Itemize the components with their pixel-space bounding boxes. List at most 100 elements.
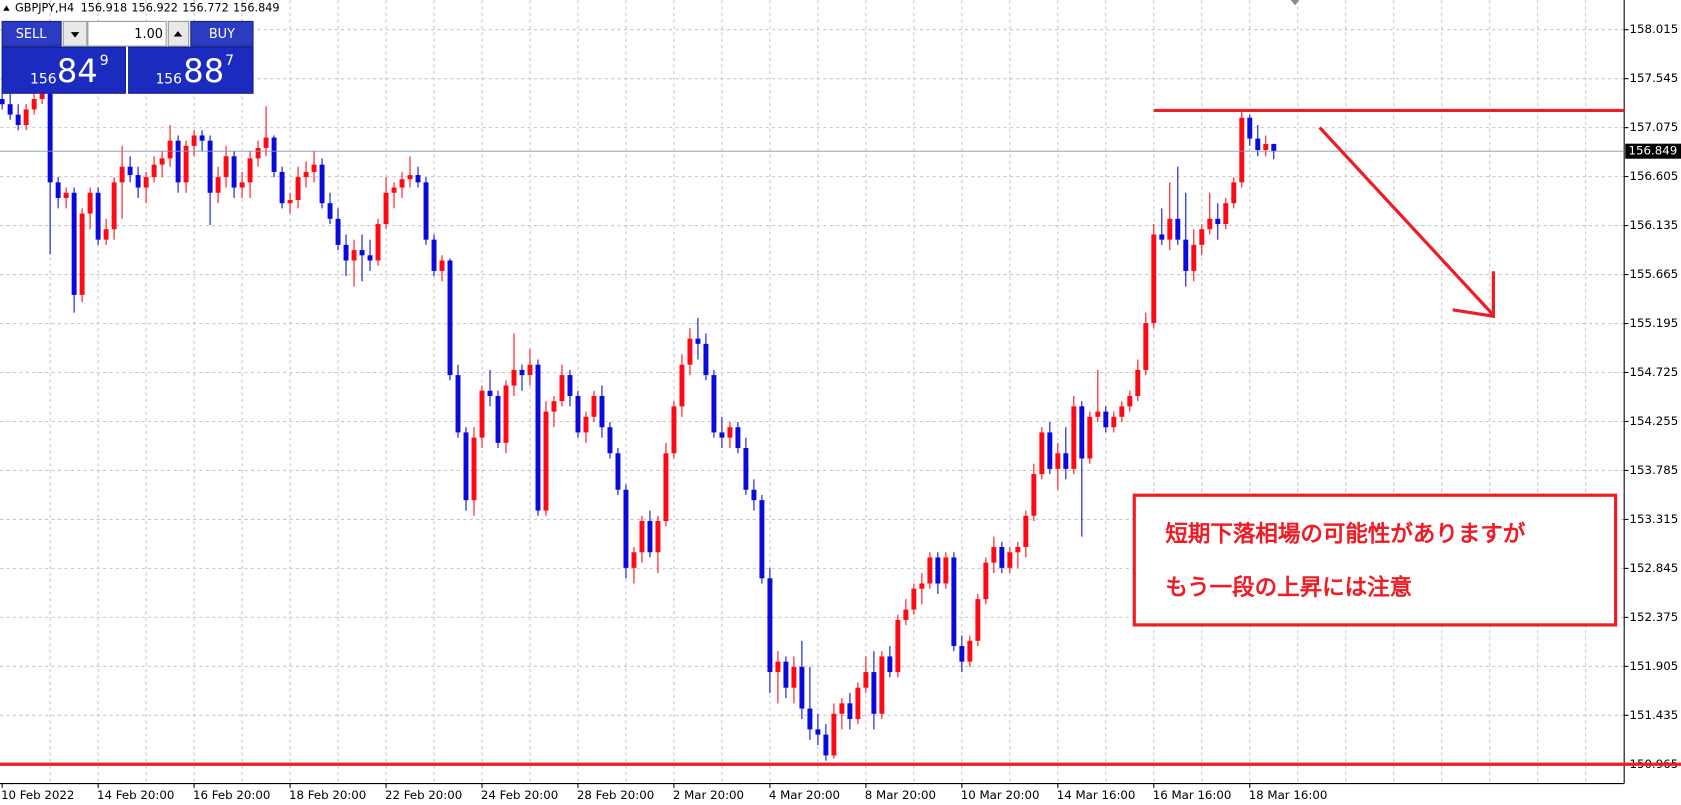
collapse-icon[interactable]	[3, 5, 10, 11]
x-tick-label: 24 Feb 20:00	[481, 788, 558, 802]
candle-body	[375, 224, 381, 261]
candle-body	[23, 109, 29, 126]
buy-price-box[interactable]	[128, 46, 254, 94]
candle-body	[695, 338, 701, 344]
candle-body	[543, 411, 549, 511]
y-tick-label: 157.545	[1630, 71, 1679, 85]
bid-label-box	[1625, 143, 1681, 159]
candle-body	[1191, 244, 1197, 271]
annotation-box	[1132, 493, 1618, 627]
candle-body	[1071, 406, 1077, 469]
candle-body	[359, 250, 365, 256]
candle-body	[463, 432, 469, 501]
volume-value: 1.00	[134, 27, 163, 42]
candle-body	[895, 619, 901, 673]
candle-body	[207, 140, 213, 193]
candle-body	[1247, 117, 1253, 139]
buy-price-big: 156	[155, 71, 182, 87]
candle-body	[1151, 234, 1157, 324]
low-value: 156.772	[182, 2, 229, 15]
candle-body	[1175, 218, 1181, 240]
candle-body	[271, 137, 277, 172]
sell-price-big: 156	[30, 71, 57, 87]
candle-body	[415, 175, 421, 183]
candle-body	[1055, 453, 1061, 469]
candle-body	[711, 375, 717, 433]
candle-body	[591, 395, 597, 417]
candle-body	[871, 672, 877, 714]
bid-label: 156.849	[1628, 144, 1677, 158]
x-tick-label: 10 Feb 2022	[1, 788, 74, 802]
buy-button[interactable]	[190, 20, 254, 47]
candle-body	[799, 666, 805, 709]
candle-body	[567, 375, 573, 396]
candle-body	[959, 646, 965, 662]
candle-body	[847, 703, 853, 719]
candle-body	[727, 427, 733, 438]
candle-body	[111, 182, 117, 230]
candle-body	[423, 182, 429, 240]
header: GBPJPY,H4 156.918 156.922 156.772 156.849	[3, 2, 280, 15]
candle-body	[1263, 144, 1269, 151]
candle-body	[31, 98, 37, 110]
candle-body	[951, 557, 957, 647]
x-tick-label: 18 Mar 16:00	[1249, 788, 1328, 802]
y-tick-label: 151.905	[1630, 659, 1679, 673]
candle-body	[351, 250, 357, 261]
candle-body	[183, 145, 189, 183]
candle-body	[1255, 138, 1261, 151]
sell-price-frac: 9	[100, 53, 109, 69]
candle-body	[119, 166, 125, 183]
x-tick-label: 2 Mar 20:00	[673, 788, 744, 802]
candle-body	[751, 489, 757, 501]
candle-body	[687, 338, 693, 365]
sell-label: SELL	[16, 27, 47, 42]
candle-body	[767, 578, 773, 673]
candle-body	[103, 229, 109, 240]
candle-body	[831, 713, 837, 756]
candle-body	[335, 218, 341, 245]
candle-body	[647, 520, 653, 553]
candle-body	[703, 343, 709, 376]
candle-body	[431, 239, 437, 271]
candle-body	[1063, 453, 1069, 469]
candle-body	[519, 369, 525, 376]
y-tick-label: 156.605	[1630, 169, 1679, 183]
y-tick-label: 155.195	[1630, 316, 1679, 330]
symbol: GBPJPY,H4	[15, 2, 74, 15]
buy-price-frac: 7	[225, 53, 234, 69]
candle-body	[71, 192, 77, 295]
candle-body	[55, 182, 61, 198]
x-tick-label: 22 Feb 20:00	[385, 788, 462, 802]
marker	[1290, 0, 1300, 6]
candle-body	[487, 390, 493, 396]
candle-body	[1095, 411, 1101, 417]
volume-field[interactable]	[87, 20, 167, 47]
candle-body	[927, 557, 933, 584]
candle-body	[215, 177, 221, 193]
sell-price-box[interactable]	[1, 46, 126, 94]
buy-label: BUY	[209, 27, 235, 42]
annotation-text: 短期下落相場の可能性がありますが	[1165, 520, 1526, 547]
candle-body	[0, 98, 5, 105]
candle-body	[1207, 218, 1213, 230]
y-tick-label: 154.725	[1630, 365, 1679, 379]
candle-body	[1183, 239, 1189, 271]
candle-body	[655, 520, 661, 553]
sell-button[interactable]	[1, 20, 62, 47]
arrow-head	[1452, 271, 1495, 319]
candle-body	[159, 158, 165, 165]
candle-body	[327, 203, 333, 219]
candle-body	[239, 182, 245, 188]
candle-body	[383, 192, 389, 225]
candle-body	[511, 369, 517, 386]
candle-body	[599, 395, 605, 428]
candle-body	[879, 656, 885, 714]
candle-body	[775, 661, 781, 673]
candle-body	[679, 364, 685, 407]
x-tick-label: 10 Mar 20:00	[961, 788, 1040, 802]
candle-body	[479, 390, 485, 438]
y-tick-label: 151.435	[1630, 708, 1679, 722]
x-tick-label: 14 Mar 16:00	[1057, 788, 1136, 802]
sell-price-pips: 84	[57, 52, 98, 90]
